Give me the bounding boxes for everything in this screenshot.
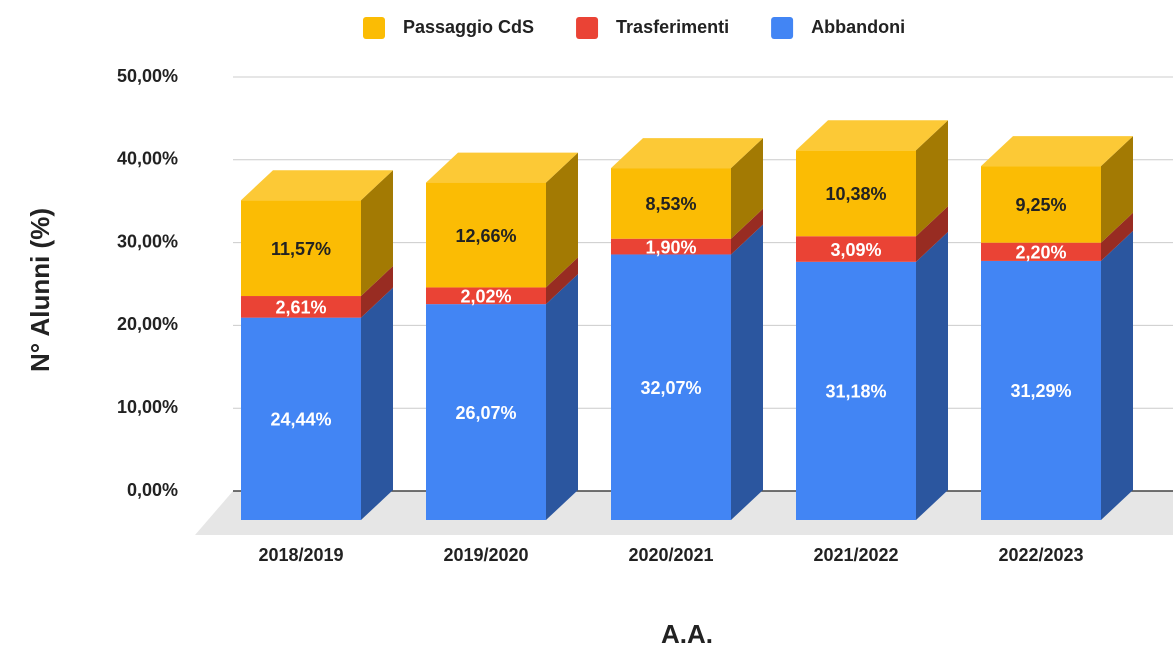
legend-label: Passaggio CdS: [403, 17, 534, 37]
data-label: 10,38%: [825, 184, 886, 204]
data-label: 24,44%: [270, 410, 331, 430]
data-label: 9,25%: [1015, 195, 1066, 215]
data-label: 12,66%: [455, 226, 516, 246]
bar: [241, 200, 361, 297]
data-label: 8,53%: [645, 194, 696, 214]
bar-top: [426, 152, 578, 183]
bar-side: [731, 208, 763, 255]
y-tick-label: 30,00%: [117, 231, 178, 251]
x-tick-label: 2019/2020: [443, 545, 528, 565]
bar: [981, 260, 1101, 520]
bar-side: [1101, 212, 1133, 261]
data-label: 26,07%: [455, 403, 516, 423]
bar: [611, 168, 731, 239]
bar-side: [546, 257, 578, 305]
data-label: 3,09%: [830, 240, 881, 260]
bar: [426, 304, 546, 520]
y-tick-label: 50,00%: [117, 66, 178, 86]
data-label: 32,07%: [640, 378, 701, 398]
bar: [796, 150, 916, 237]
bar-side: [361, 266, 393, 318]
y-tick-label: 10,00%: [117, 397, 178, 417]
bar-side: [1101, 136, 1133, 243]
x-tick-label: 2022/2023: [998, 545, 1083, 565]
bar-side: [916, 120, 948, 237]
bar-top: [611, 138, 763, 169]
legend-swatch: [363, 17, 385, 39]
x-axis-title: A.A.: [661, 619, 713, 649]
x-tick-label: 2018/2019: [258, 545, 343, 565]
bar-top: [796, 120, 948, 151]
legend-swatch: [771, 17, 794, 39]
legend-swatch: [576, 17, 599, 39]
bar-side: [916, 231, 948, 521]
bar-side: [1101, 230, 1133, 520]
bar-top: [981, 136, 1133, 167]
bar-side: [731, 138, 763, 239]
bar: [241, 296, 361, 318]
legend-label: Abbandoni: [811, 17, 905, 37]
x-tick-label: 2021/2022: [813, 545, 898, 565]
bar: [796, 261, 916, 520]
data-label: 31,29%: [1010, 381, 1071, 401]
bar-side: [361, 170, 393, 297]
bar: [796, 236, 916, 262]
data-label: 11,57%: [271, 239, 331, 259]
data-label: 2,20%: [1015, 243, 1066, 263]
bar-top: [241, 170, 393, 201]
y-tick-label: 20,00%: [117, 314, 178, 334]
bar-side: [361, 287, 393, 520]
y-tick-label: 40,00%: [117, 149, 178, 169]
bar: [981, 242, 1101, 261]
bar-side: [916, 206, 948, 262]
bar: [426, 182, 546, 288]
bar-side: [546, 274, 578, 520]
y-axis-title: N° Alunni (%): [25, 208, 55, 372]
x-tick-label: 2020/2021: [628, 545, 713, 565]
data-label: 2,02%: [460, 287, 511, 307]
bar-side: [731, 224, 763, 521]
legend-label: Trasferimenti: [616, 17, 729, 37]
data-label: 31,18%: [825, 382, 886, 402]
data-label: 2,61%: [275, 298, 326, 318]
bar-side: [546, 152, 578, 288]
bar: [981, 166, 1101, 243]
bar: [611, 238, 731, 255]
y-tick-label: 0,00%: [127, 480, 178, 500]
data-label: 1,90%: [645, 237, 696, 257]
bar: [241, 317, 361, 520]
bar: [426, 287, 546, 305]
bar: [611, 254, 731, 521]
